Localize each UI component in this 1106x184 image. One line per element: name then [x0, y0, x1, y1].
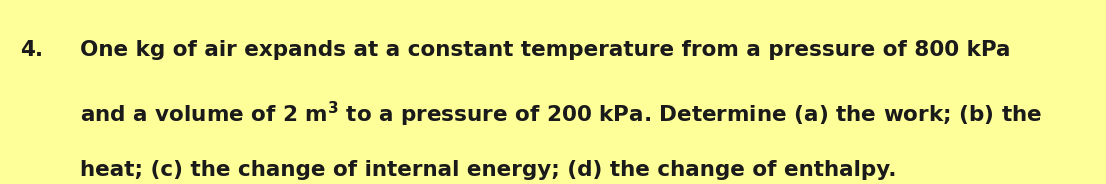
Text: and a volume of 2 m$^{\mathbf{3}}$ to a pressure of 200 kPa. Determine (a) the w: and a volume of 2 m$^{\mathbf{3}}$ to a …: [80, 99, 1042, 129]
Text: One kg of air expands at a constant temperature from a pressure of 800 kPa: One kg of air expands at a constant temp…: [80, 40, 1010, 61]
Text: 4.: 4.: [20, 40, 43, 61]
Text: heat; (c) the change of internal energy; (d) the change of enthalpy.: heat; (c) the change of internal energy;…: [80, 160, 896, 180]
